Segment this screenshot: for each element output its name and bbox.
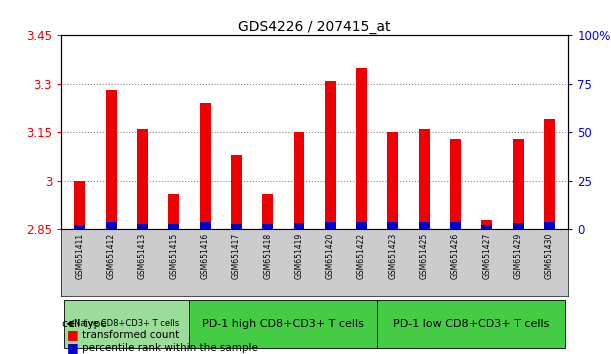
Bar bbox=[450, 139, 461, 229]
Bar bbox=[450, 223, 461, 229]
Text: GSM651429: GSM651429 bbox=[514, 233, 522, 279]
Text: GSM651426: GSM651426 bbox=[451, 233, 460, 279]
Text: GSM651422: GSM651422 bbox=[357, 233, 366, 279]
Bar bbox=[481, 225, 492, 229]
Text: GSM651413: GSM651413 bbox=[138, 233, 147, 279]
Text: ■: ■ bbox=[67, 341, 79, 354]
Bar bbox=[356, 68, 367, 229]
Text: transformed count: transformed count bbox=[82, 330, 180, 339]
Bar bbox=[106, 223, 117, 229]
Bar bbox=[231, 224, 242, 229]
Text: GSM651425: GSM651425 bbox=[420, 233, 429, 279]
Bar bbox=[513, 223, 524, 229]
Text: PD-1 low CD8+CD3+ T cells: PD-1 low CD8+CD3+ T cells bbox=[393, 319, 549, 329]
Bar bbox=[262, 194, 273, 229]
Text: GSM651412: GSM651412 bbox=[107, 233, 115, 279]
Text: GSM651423: GSM651423 bbox=[389, 233, 397, 279]
Text: GSM651411: GSM651411 bbox=[75, 233, 84, 279]
Bar bbox=[293, 223, 304, 229]
Text: Naive CD8+CD3+ T cells: Naive CD8+CD3+ T cells bbox=[74, 319, 180, 328]
Bar bbox=[231, 155, 242, 229]
Bar bbox=[137, 129, 148, 229]
Bar bbox=[262, 224, 273, 229]
Bar bbox=[168, 224, 179, 229]
Bar bbox=[419, 223, 430, 229]
Text: GSM651427: GSM651427 bbox=[482, 233, 491, 279]
Bar bbox=[513, 139, 524, 229]
Text: PD-1 high CD8+CD3+ T cells: PD-1 high CD8+CD3+ T cells bbox=[202, 319, 364, 329]
Bar bbox=[106, 90, 117, 229]
Bar bbox=[325, 81, 336, 229]
Text: GSM651420: GSM651420 bbox=[326, 233, 335, 279]
Bar bbox=[200, 103, 211, 229]
Bar bbox=[137, 224, 148, 229]
Bar bbox=[356, 223, 367, 229]
Text: ■: ■ bbox=[67, 328, 79, 341]
Bar bbox=[387, 132, 398, 229]
Text: GSM651415: GSM651415 bbox=[169, 233, 178, 279]
Text: percentile rank within the sample: percentile rank within the sample bbox=[82, 343, 258, 353]
Text: GSM651418: GSM651418 bbox=[263, 233, 273, 279]
Text: GSM651419: GSM651419 bbox=[295, 233, 304, 279]
Text: GSM651417: GSM651417 bbox=[232, 233, 241, 279]
Bar bbox=[75, 225, 86, 229]
Bar bbox=[544, 223, 555, 229]
Bar bbox=[200, 223, 211, 229]
Bar bbox=[419, 129, 430, 229]
Bar bbox=[377, 300, 565, 348]
Bar bbox=[64, 300, 189, 348]
Text: GSM651430: GSM651430 bbox=[545, 233, 554, 279]
Bar bbox=[325, 223, 336, 229]
Text: cell type: cell type bbox=[62, 319, 106, 329]
Bar bbox=[481, 219, 492, 229]
Bar bbox=[387, 223, 398, 229]
Bar bbox=[544, 119, 555, 229]
Text: GSM651416: GSM651416 bbox=[200, 233, 210, 279]
Bar bbox=[293, 132, 304, 229]
Title: GDS4226 / 207415_at: GDS4226 / 207415_at bbox=[238, 21, 391, 34]
Bar bbox=[75, 181, 86, 229]
Bar bbox=[189, 300, 377, 348]
Bar bbox=[168, 194, 179, 229]
